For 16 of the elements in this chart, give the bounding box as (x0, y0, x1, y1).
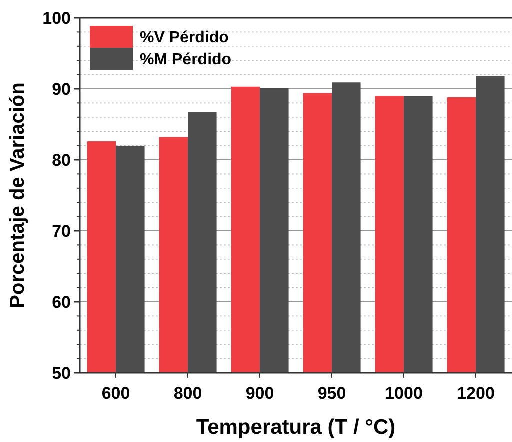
y-tick-label: 90 (52, 80, 71, 99)
y-tick-label: 50 (52, 364, 71, 383)
x-tick-label: 1000 (385, 384, 423, 403)
y-tick-label: 60 (52, 292, 71, 312)
y-tick-label: 80 (52, 150, 71, 170)
x-tick-label: 900 (246, 384, 274, 403)
x-axis-title: Temperatura (T / °C) (196, 416, 396, 439)
y-tick-label: 100 (42, 8, 71, 28)
x-tick-label: 800 (174, 384, 202, 403)
legend-label: %V Pérdido (140, 30, 230, 47)
x-tick-label: 600 (102, 384, 130, 403)
y-axis-title: Porcentaje de Variación (7, 82, 29, 308)
y-tick-label: 70 (52, 222, 71, 241)
x-tick-label: 950 (318, 384, 346, 403)
x-tick-label: 1200 (457, 384, 495, 403)
legend-label: %M Pérdido (140, 52, 232, 69)
